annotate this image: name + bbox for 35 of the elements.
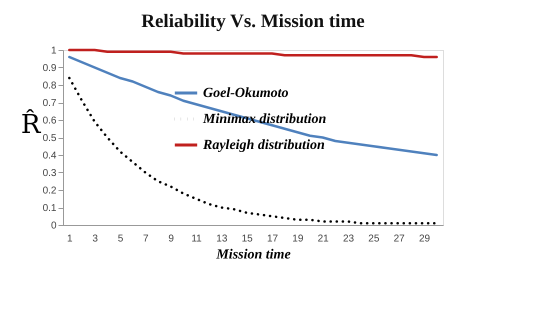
y-tick-label: 0.7 [42,98,57,109]
x-axis-title: Mission time [215,248,291,262]
y-tick-label: 0.6 [42,116,57,126]
y-tick-label: 0 [50,220,57,232]
y-tick-label: 0.8 [42,80,57,92]
x-tick-label: 13 [216,234,228,244]
y-tick-label: 0.3 [42,168,57,179]
x-tick-label: 5 [118,234,124,244]
line-series [68,76,438,224]
x-tick-label: 25 [368,234,380,244]
x-tick-label: 1 [67,234,74,244]
y-tick-label: 1 [50,46,57,56]
y-tick-label: 0.2 [42,186,57,196]
y-tick-label: 0.5 [42,133,57,144]
legend-label: Minimax distribution [202,112,327,127]
x-tick-label: 27 [394,234,406,244]
line-series [68,56,438,156]
chart-title: Reliability Vs. Mission time [141,11,365,32]
x-tick-label: 21 [318,234,330,244]
x-tick-label: 7 [143,234,150,244]
legend-label: Goel-Okumoto [203,86,289,101]
y-axis-title: R̂ [20,108,42,140]
x-tick-label: 15 [242,234,254,244]
x-tick-label: 29 [418,234,430,244]
y-tick-label: 0.4 [42,150,57,162]
x-tick-label: 3 [92,234,98,244]
x-tick-label: 11 [191,234,202,244]
line-series [68,48,438,58]
x-tick-label: 23 [342,234,354,244]
x-tick-label: 9 [168,234,174,244]
x-tick-label: 17 [266,234,278,244]
y-tick-label: 0.1 [42,203,57,214]
x-tick-label: 19 [292,234,304,244]
legend-label: Rayleigh distribution [202,138,325,153]
y-tick-label: 0.9 [42,63,57,74]
